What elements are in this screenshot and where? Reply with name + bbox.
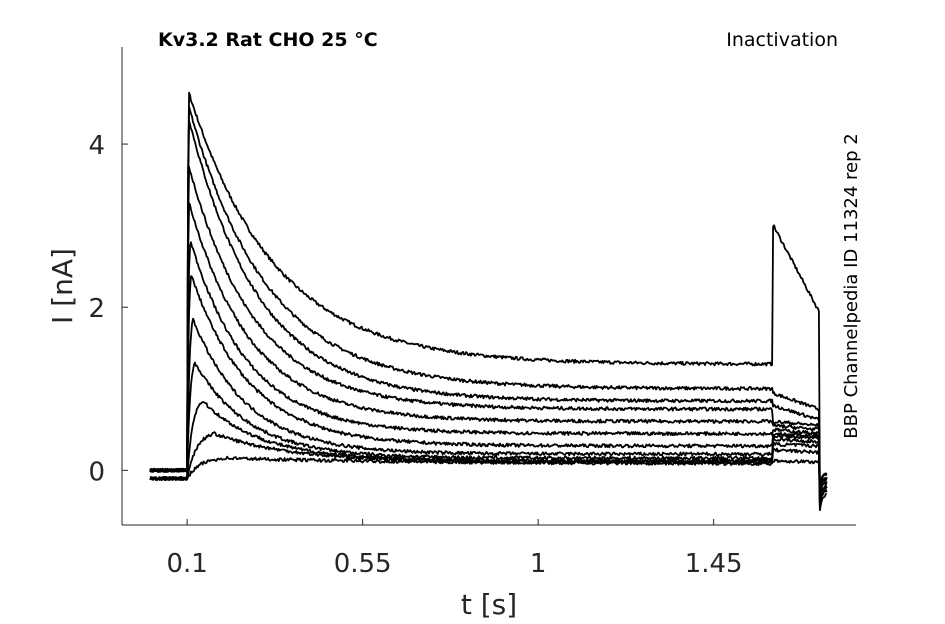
y-axis-label: I [nA] <box>46 248 79 324</box>
x-tick-label: 0.1 <box>166 549 207 579</box>
trace-sweep-3 <box>149 120 828 490</box>
y-tick-label: 2 <box>88 294 105 324</box>
trace-sweep-7 <box>149 275 828 499</box>
trace-sweep-5 <box>149 202 828 495</box>
x-tick-label: 0.55 <box>334 549 392 579</box>
chart-subtitle: Inactivation <box>726 29 838 51</box>
x-tick-label: 1 <box>530 549 547 579</box>
trace-sweep-11 <box>149 431 828 508</box>
trace-sweep-12 <box>149 455 828 512</box>
x-axis-label: t [s] <box>461 588 517 621</box>
x-ticks: 0.1 0.55 1 1.45 <box>166 519 743 579</box>
trace-sweep-6 <box>149 241 828 499</box>
y-ticks: 0 2 4 <box>88 131 128 487</box>
chart-title: Kv3.2 Rat CHO 25 °C <box>158 29 378 51</box>
y-tick-label: 4 <box>88 131 105 161</box>
trace-sweep-4 <box>149 166 828 494</box>
traces <box>149 91 828 512</box>
trace-sweep-9 <box>149 361 828 503</box>
trace-sweep-1 <box>149 91 828 496</box>
trace-sweep-8 <box>149 317 828 505</box>
side-label: BBP Channelpedia ID 11324 rep 2 <box>841 133 862 438</box>
x-tick-label: 1.45 <box>685 549 743 579</box>
y-tick-label: 0 <box>88 457 105 487</box>
trace-sweep-2 <box>149 105 828 493</box>
